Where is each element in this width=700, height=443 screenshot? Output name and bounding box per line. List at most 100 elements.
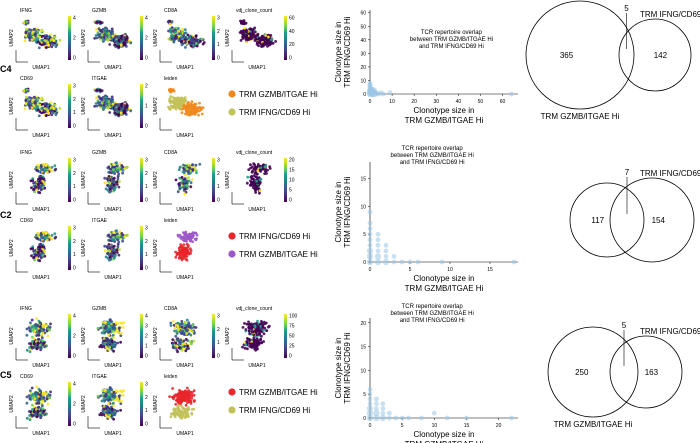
- umap-point: [185, 347, 189, 351]
- x-tick-label: 60: [500, 99, 506, 105]
- umap-point: [111, 233, 114, 237]
- x-tick-label: 5: [401, 423, 404, 429]
- umap-point: [117, 240, 121, 244]
- umap-point: [29, 342, 33, 346]
- umap-point: [109, 257, 113, 261]
- umap-point: [185, 106, 189, 110]
- umap-point: [46, 334, 50, 338]
- cbar-tick: 0: [145, 266, 148, 272]
- umap-point: [101, 389, 105, 392]
- umap-point: [256, 172, 259, 176]
- umap-point: [34, 394, 38, 398]
- umap-point: [188, 252, 192, 255]
- umap-point: [186, 102, 190, 105]
- umap-point: [108, 111, 112, 114]
- umap-point: [38, 245, 42, 249]
- umap-point: [169, 415, 173, 419]
- umap-point: [242, 22, 245, 25]
- panel-title: ITGAE: [92, 218, 108, 224]
- umap-point: [107, 233, 111, 237]
- umap-point: [106, 106, 110, 109]
- umap-point: [100, 344, 104, 348]
- umap-point: [191, 323, 194, 327]
- data-point: [367, 237, 373, 243]
- umap-point: [176, 252, 180, 256]
- umap-point: [123, 36, 127, 39]
- x-axis-label: TRM GZMB/ITGAE Hi: [405, 284, 484, 293]
- umap-point: [25, 395, 29, 399]
- y-tick-label: 15: [360, 345, 366, 351]
- umap-point: [182, 243, 186, 247]
- umap-point: [247, 327, 251, 330]
- umap-point: [111, 333, 115, 337]
- umap-point: [114, 186, 117, 190]
- umap-point: [32, 405, 36, 409]
- cbar-tick: 0: [145, 198, 148, 204]
- umap-point: [253, 338, 257, 342]
- panel-title: CD69: [20, 76, 33, 82]
- umap-point: [248, 342, 252, 345]
- umap-point: [25, 416, 29, 420]
- row-c2: C2IFNGUMAP1UMAP23210GZMBUMAP1UMAP23210CD…: [0, 146, 700, 293]
- umap-point: [34, 392, 37, 395]
- umap-point: [177, 346, 181, 350]
- cbar-tick: 4: [73, 16, 76, 22]
- data-point: [391, 254, 397, 259]
- umap-point: [53, 164, 57, 168]
- umap-point: [39, 249, 43, 253]
- umap-point: [36, 38, 40, 41]
- umap-point: [170, 105, 174, 109]
- umap-point: [33, 397, 37, 401]
- y-tick-label: 50: [360, 24, 366, 30]
- venn-right-label: TRM IFNG/CD69 Hi: [640, 10, 700, 19]
- umap-point: [33, 39, 37, 42]
- legend-marker: [228, 108, 236, 116]
- cbar-tick: 20: [289, 42, 295, 48]
- umap-point: [249, 183, 253, 187]
- umap-point: [121, 237, 125, 240]
- umap-point: [258, 332, 261, 336]
- umap-point: [243, 26, 247, 30]
- umap-point: [111, 412, 115, 415]
- umap-point: [184, 403, 188, 407]
- data-point: [509, 91, 514, 97]
- umap-point: [183, 96, 187, 99]
- umap-point: [185, 184, 188, 187]
- umap-point: [110, 254, 114, 258]
- colorbar: [284, 314, 287, 358]
- umap-point: [250, 174, 254, 178]
- umap-point: [112, 349, 115, 353]
- umap-point: [183, 38, 187, 41]
- umap-point: [32, 395, 35, 399]
- umap-point: [257, 341, 260, 345]
- umap-point: [116, 180, 119, 184]
- umap-point: [42, 396, 46, 399]
- legend-marker: [228, 250, 236, 258]
- data-point: [387, 90, 393, 95]
- umap-point: [31, 403, 34, 407]
- data-point: [374, 258, 382, 266]
- umap2-label: UMAP2: [153, 395, 159, 412]
- umap-point: [24, 99, 28, 102]
- umap-point: [199, 40, 202, 43]
- umap1-label: UMAP1: [248, 207, 265, 213]
- panel-title: vdj_clone_count: [236, 150, 273, 156]
- umap-point: [49, 390, 52, 394]
- umap-point: [173, 415, 177, 419]
- umap-point: [174, 255, 178, 259]
- umap-point: [100, 399, 104, 403]
- umap-point: [174, 341, 178, 345]
- cbar-tick: 2: [217, 327, 220, 333]
- cbar-tick: 2: [145, 395, 148, 401]
- umap-point: [179, 338, 183, 342]
- umap-point: [110, 407, 114, 411]
- umap-point: [114, 254, 117, 257]
- umap-point: [41, 231, 45, 234]
- umap-point: [120, 102, 124, 106]
- umap-point: [254, 348, 257, 352]
- umap-point: [180, 176, 184, 179]
- umap-point: [38, 175, 41, 179]
- panel-title: IFNG: [20, 306, 32, 312]
- umap-point: [31, 335, 34, 339]
